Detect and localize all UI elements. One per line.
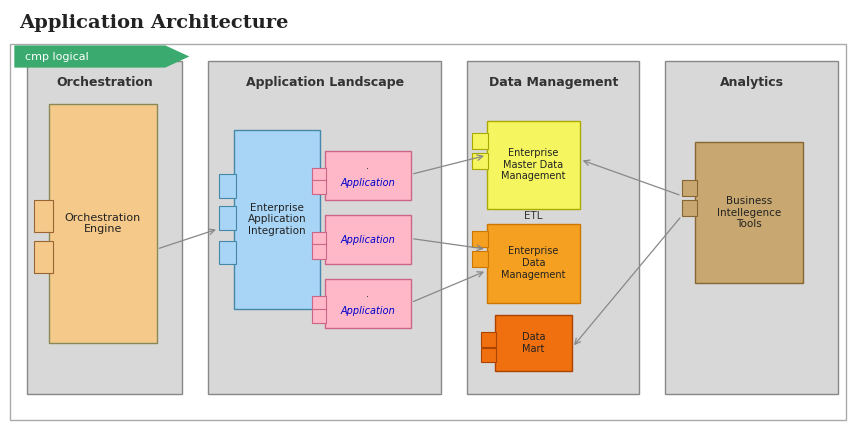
- Text: Orchestration
Engine: Orchestration Engine: [65, 213, 141, 234]
- Text: Enterprise
Application
Integration: Enterprise Application Integration: [248, 203, 306, 236]
- Text: Enterprise
Data
Management: Enterprise Data Management: [501, 246, 566, 280]
- FancyBboxPatch shape: [219, 206, 236, 230]
- Text: Enterprise
Master Data
Management: Enterprise Master Data Management: [501, 148, 566, 181]
- FancyBboxPatch shape: [487, 224, 580, 303]
- FancyBboxPatch shape: [311, 309, 325, 322]
- FancyBboxPatch shape: [324, 215, 411, 264]
- Text: Application: Application: [341, 235, 395, 245]
- Text: Application Architecture: Application Architecture: [19, 14, 288, 32]
- FancyBboxPatch shape: [682, 180, 697, 196]
- FancyBboxPatch shape: [219, 241, 236, 264]
- FancyBboxPatch shape: [495, 315, 572, 371]
- FancyBboxPatch shape: [472, 231, 488, 247]
- FancyBboxPatch shape: [324, 279, 411, 328]
- FancyBboxPatch shape: [311, 245, 325, 258]
- FancyBboxPatch shape: [472, 132, 488, 149]
- FancyBboxPatch shape: [481, 332, 497, 347]
- FancyBboxPatch shape: [34, 200, 53, 232]
- FancyBboxPatch shape: [311, 232, 325, 246]
- FancyBboxPatch shape: [481, 348, 497, 362]
- Text: .: .: [367, 161, 369, 171]
- FancyBboxPatch shape: [472, 153, 488, 169]
- FancyBboxPatch shape: [695, 142, 804, 283]
- Text: Data
Mart: Data Mart: [522, 332, 545, 354]
- FancyBboxPatch shape: [324, 151, 411, 200]
- FancyBboxPatch shape: [34, 241, 53, 273]
- FancyBboxPatch shape: [311, 296, 325, 310]
- Polygon shape: [15, 46, 189, 68]
- FancyBboxPatch shape: [48, 104, 157, 343]
- FancyBboxPatch shape: [682, 200, 697, 216]
- Text: cmp logical: cmp logical: [25, 52, 88, 61]
- Text: Application: Application: [341, 306, 395, 316]
- FancyBboxPatch shape: [467, 61, 639, 394]
- FancyBboxPatch shape: [665, 61, 837, 394]
- Text: ETL: ETL: [524, 211, 542, 221]
- Text: Data Management: Data Management: [489, 76, 618, 89]
- Text: Business
Intellegence
Tools: Business Intellegence Tools: [717, 196, 781, 230]
- FancyBboxPatch shape: [311, 181, 325, 194]
- FancyBboxPatch shape: [311, 168, 325, 182]
- FancyBboxPatch shape: [234, 129, 320, 309]
- Text: Application Landscape: Application Landscape: [246, 76, 404, 89]
- FancyBboxPatch shape: [219, 175, 236, 198]
- FancyBboxPatch shape: [28, 61, 183, 394]
- Text: Orchestration: Orchestration: [56, 76, 153, 89]
- FancyBboxPatch shape: [10, 44, 846, 420]
- FancyBboxPatch shape: [487, 121, 580, 209]
- FancyBboxPatch shape: [208, 61, 441, 394]
- FancyBboxPatch shape: [472, 251, 488, 267]
- Text: .: .: [367, 289, 369, 299]
- Text: Application: Application: [341, 178, 395, 188]
- Text: Analytics: Analytics: [720, 76, 784, 89]
